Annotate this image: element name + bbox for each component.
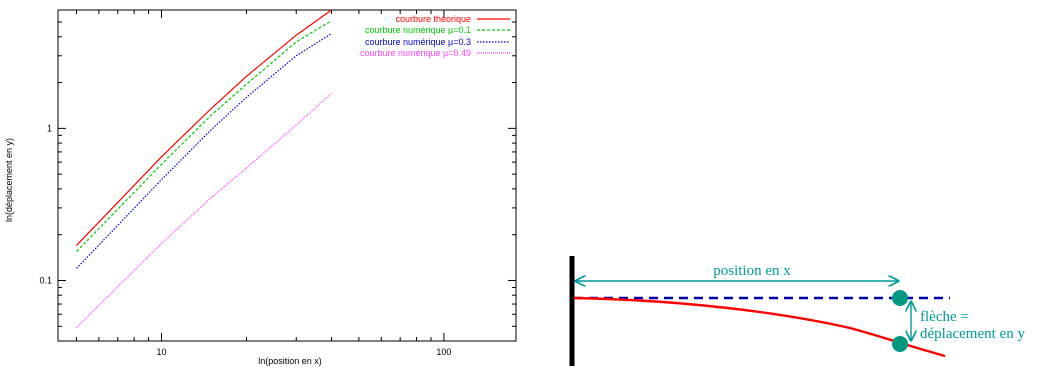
- x-tick-label: 10: [157, 347, 167, 357]
- beam-diagram: position en x flèche = déplacement en y: [569, 256, 1025, 366]
- legend-entry-mu-0-1: courbure numérique µ=0.1: [365, 25, 510, 35]
- deformed-point: [892, 336, 908, 352]
- legend-entry-theorique: courbure théorique: [395, 14, 510, 24]
- log-log-chart: 10 100 0.1 1 ln(position en x) ln(déplaceme…: [4, 9, 517, 366]
- legend-label: courbure numérique µ=0.3: [365, 37, 471, 47]
- fleche-label: flèche =: [920, 309, 969, 325]
- legend-entry-mu-0-3: courbure numérique µ=0.3: [365, 37, 510, 47]
- legend-label: courbure numérique µ=0.1: [365, 25, 471, 35]
- series-line-1: [76, 20, 332, 252]
- y-tick-label: 1: [47, 123, 52, 133]
- series-lines: [76, 9, 332, 329]
- series-line-0: [76, 9, 332, 246]
- y-tick-label: 0.1: [39, 275, 52, 285]
- legend-label: courbure numérique µ=0.49: [360, 48, 471, 58]
- axis-ticks: [58, 9, 516, 342]
- plot-frame: [57, 9, 517, 342]
- series-line-3: [76, 92, 332, 329]
- x-tick-label: 100: [436, 347, 451, 357]
- deformed-beam-curve: [573, 296, 946, 358]
- undeformed-point: [892, 290, 908, 306]
- axis-tick-labels: 10 100 0.1 1: [39, 123, 451, 357]
- position-label: position en x: [713, 263, 791, 279]
- y-axis-label: ln(déplacement en y): [4, 138, 14, 222]
- x-axis-label: ln(position en x): [258, 356, 322, 366]
- legend-label: courbure théorique: [395, 14, 471, 24]
- legend: courbure théorique courbure numérique µ=…: [360, 14, 510, 58]
- legend-entry-mu-0-49: courbure numérique µ=0.49: [360, 48, 510, 58]
- deplacement-label: déplacement en y: [920, 326, 1025, 342]
- series-line-2: [76, 33, 332, 269]
